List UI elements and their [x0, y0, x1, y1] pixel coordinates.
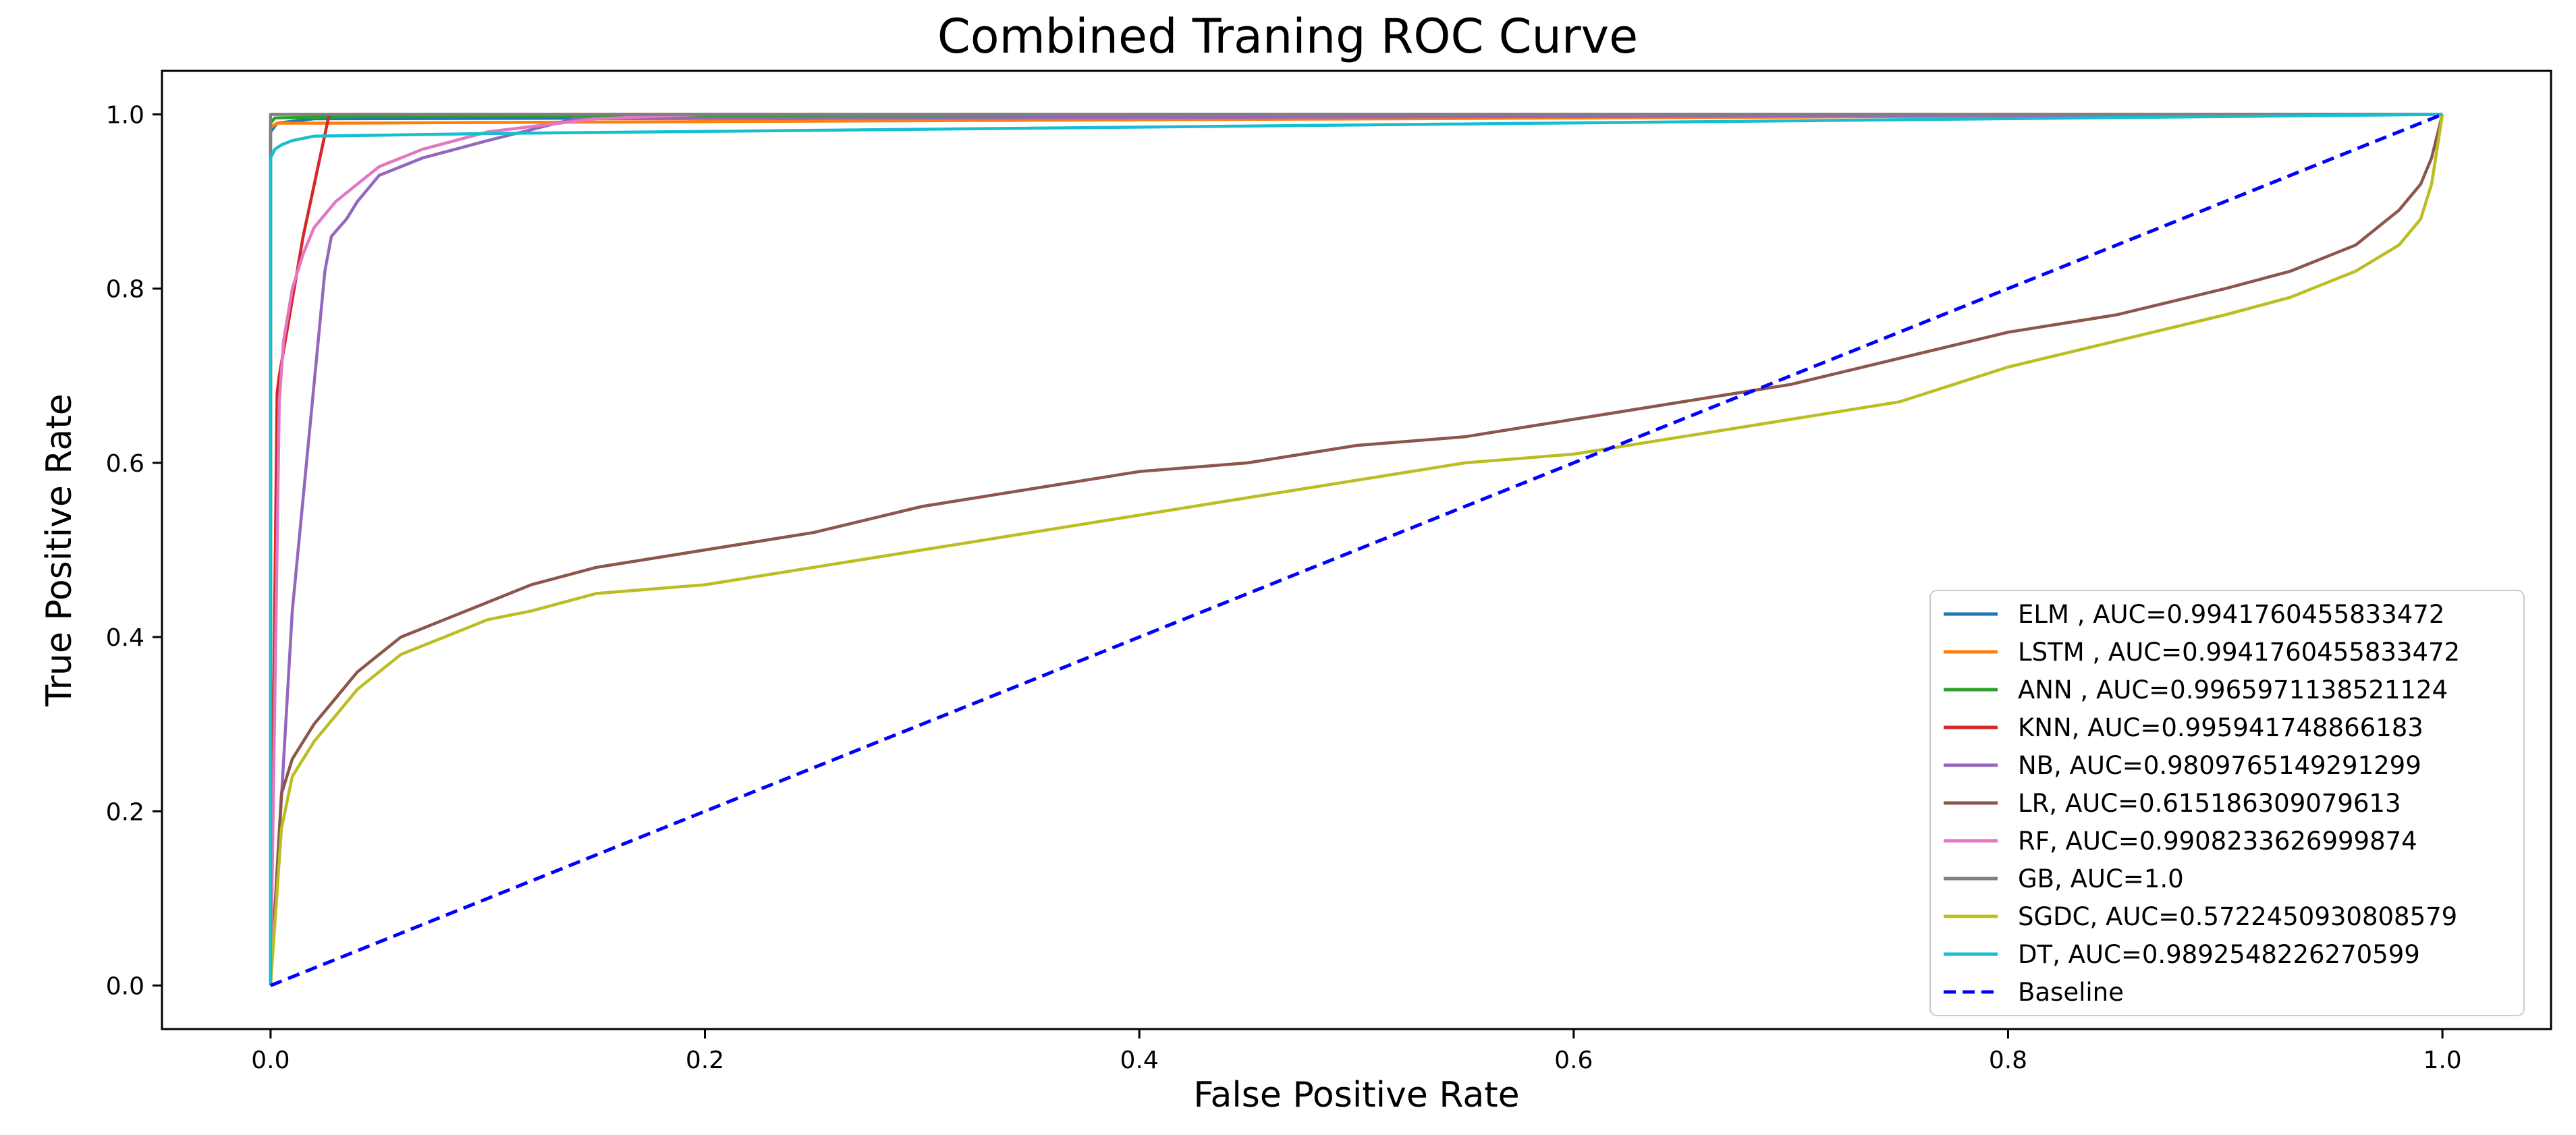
y-axis-label: True Positive Rate [39, 393, 80, 707]
plot-frame [161, 70, 2552, 1030]
legend-label-sgdc: SGDC, AUC=0.5722450930808579 [2018, 902, 2457, 931]
series-line-rf [269, 113, 2443, 986]
y-tick-label: 0.8 [106, 276, 144, 304]
x-axis-ticks: 0.0 0.2 0.4 0.6 0.8 1.0 [251, 1029, 2462, 1074]
y-tick-label: 0.6 [106, 450, 144, 478]
y-axis-ticks: 0.0 0.2 0.4 0.6 0.8 1.0 [106, 102, 162, 1000]
x-tick-label: 0.0 [251, 1047, 290, 1074]
legend-label-nb: NB, AUC=0.9809765149291299 [2018, 751, 2421, 780]
series-line-lr [269, 113, 2444, 986]
series-layer [269, 113, 2444, 987]
legend-box [1929, 590, 2525, 1016]
y-tick-label: 0.0 [106, 972, 144, 1000]
y-tick-label: 0.2 [106, 798, 144, 826]
series-line-baseline [269, 113, 2444, 987]
series-line-sgdc [269, 114, 2444, 986]
x-tick-label: 0.6 [1554, 1047, 1593, 1074]
legend-label-lstm: LSTM , AUC=0.9941760455833472 [2018, 638, 2460, 667]
legend-label-ann: ANN , AUC=0.9965971138521124 [2018, 675, 2448, 704]
x-tick-label: 1.0 [2423, 1047, 2461, 1074]
legend-label-baseline: Baseline [2018, 978, 2124, 1007]
series-line-dt [269, 113, 2443, 986]
chart-title: Combined Traning ROC Curve [937, 9, 1638, 64]
legend-label-rf: RF, AUC=0.9908233626999874 [2018, 827, 2417, 856]
x-tick-label: 0.4 [1120, 1047, 1159, 1074]
y-tick-label: 0.4 [106, 624, 144, 652]
legend-label-knn: KNN, AUC=0.995941748866183 [2018, 713, 2423, 742]
legend-label-gb: GB, AUC=1.0 [2018, 864, 2184, 893]
legend-label-dt: DT, AUC=0.9892548226270599 [2018, 940, 2420, 969]
y-tick-label: 1.0 [106, 102, 144, 130]
x-tick-label: 0.8 [1989, 1047, 2027, 1074]
legend-label-elm: ELM , AUC=0.9941760455833472 [2018, 600, 2444, 629]
x-axis-label: False Positive Rate [1193, 1075, 1519, 1115]
legend-label-lr: LR, AUC=0.615186309079613 [2018, 789, 2401, 818]
legend: ELM , AUC=0.9941760455833472 LSTM , AUC=0… [1929, 590, 2525, 1016]
x-tick-label: 0.2 [686, 1047, 724, 1074]
